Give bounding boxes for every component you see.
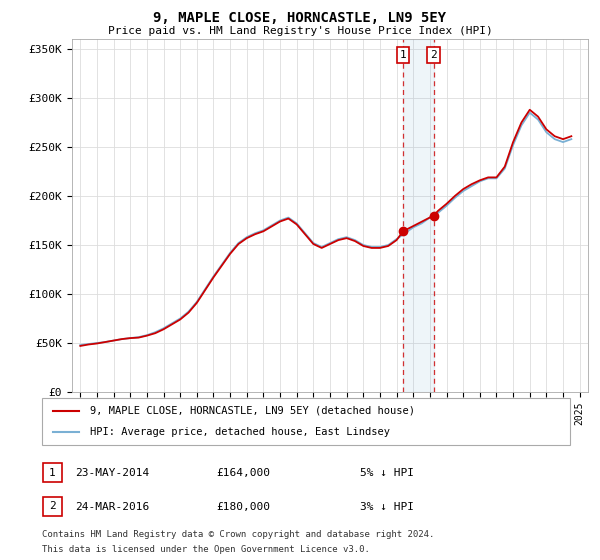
Text: 5% ↓ HPI: 5% ↓ HPI [360,468,414,478]
Text: Contains HM Land Registry data © Crown copyright and database right 2024.: Contains HM Land Registry data © Crown c… [42,530,434,539]
Text: 1: 1 [400,50,406,60]
Text: Price paid vs. HM Land Registry's House Price Index (HPI): Price paid vs. HM Land Registry's House … [107,26,493,36]
Bar [403,39,434,392]
Text: 9, MAPLE CLOSE, HORNCASTLE, LN9 5EY (detached house): 9, MAPLE CLOSE, HORNCASTLE, LN9 5EY (det… [89,406,415,416]
Text: 23-MAY-2014: 23-MAY-2014 [75,468,149,478]
Text: 2: 2 [49,501,56,511]
Text: This data is licensed under the Open Government Licence v3.0.: This data is licensed under the Open Gov… [42,545,370,554]
Text: 24-MAR-2016: 24-MAR-2016 [75,502,149,512]
Text: 2: 2 [430,50,437,60]
Text: £164,000: £164,000 [216,468,270,478]
Text: 1: 1 [49,468,56,478]
Text: 9, MAPLE CLOSE, HORNCASTLE, LN9 5EY: 9, MAPLE CLOSE, HORNCASTLE, LN9 5EY [154,11,446,25]
FancyBboxPatch shape [43,463,62,482]
FancyBboxPatch shape [43,497,62,516]
FancyBboxPatch shape [42,398,570,445]
Text: 3% ↓ HPI: 3% ↓ HPI [360,502,414,512]
Text: HPI: Average price, detached house, East Lindsey: HPI: Average price, detached house, East… [89,427,389,437]
Text: £180,000: £180,000 [216,502,270,512]
